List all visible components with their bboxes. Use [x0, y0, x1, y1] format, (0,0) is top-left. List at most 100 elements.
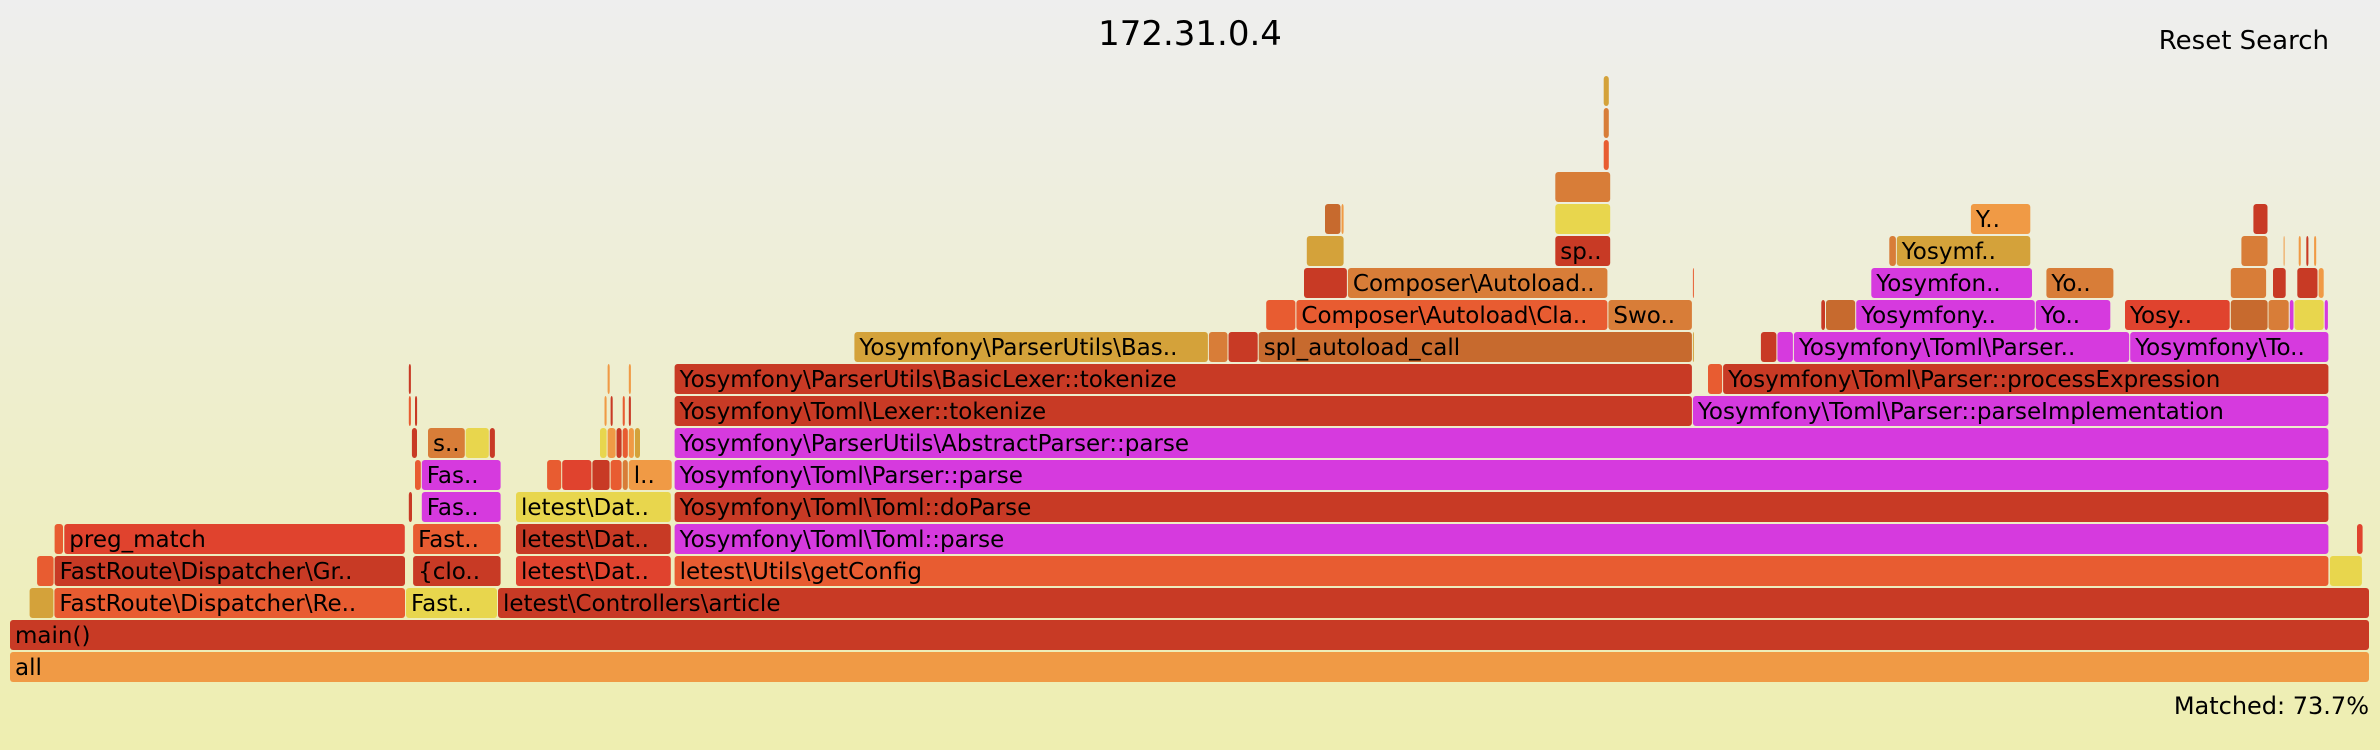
flame-frame-rect[interactable] [610, 396, 613, 426]
flame-frame[interactable]: Yosymfon.. [1871, 268, 2032, 298]
flame-frame[interactable] [54, 524, 63, 554]
flame-frame-rect[interactable] [29, 588, 54, 618]
flame-frame-rect[interactable] [1723, 364, 2329, 394]
flame-frame-rect[interactable] [674, 364, 1692, 394]
flame-frame-rect[interactable] [2357, 524, 2363, 554]
flame-frame[interactable]: FastRoute\Dispatcher\Gr.. [54, 556, 405, 586]
flame-frame-rect[interactable] [607, 428, 616, 458]
flame-frame-rect[interactable] [1325, 204, 1341, 234]
flame-frame-rect[interactable] [1208, 332, 1228, 362]
flame-frame-rect[interactable] [1777, 332, 1793, 362]
flame-frame-rect[interactable] [1555, 172, 1611, 202]
flame-frame-rect[interactable] [854, 332, 1208, 362]
flame-frame[interactable] [622, 396, 625, 426]
flame-frame[interactable]: preg_match [64, 524, 405, 554]
flame-frame[interactable] [2314, 236, 2317, 266]
flame-frame[interactable]: Yosy.. [2125, 300, 2230, 330]
flame-frame[interactable] [2318, 268, 2324, 298]
flame-frame[interactable]: Yosymfony\ParserUtils\BasicLexer::tokeni… [674, 364, 1692, 394]
flame-frame[interactable]: all [10, 652, 2369, 682]
flame-frame-rect[interactable] [413, 524, 501, 554]
flame-frame-rect[interactable] [1603, 140, 1609, 170]
flame-frame[interactable] [1341, 204, 1344, 234]
flame-frame-rect[interactable] [1692, 332, 1694, 362]
flame-frame[interactable] [465, 428, 489, 458]
flame-frame-rect[interactable] [1889, 236, 1896, 266]
flame-frame-rect[interactable] [64, 524, 405, 554]
flame-frame-rect[interactable] [516, 556, 671, 586]
flame-frame[interactable] [1555, 204, 1611, 234]
flame-frame-rect[interactable] [1603, 76, 1609, 106]
flame-frame[interactable] [607, 364, 610, 394]
flame-frame[interactable] [592, 460, 610, 490]
flame-frame-rect[interactable] [1296, 300, 1608, 330]
flame-frame[interactable]: Composer\Autoload\Cla.. [1296, 300, 1608, 330]
flame-frame-rect[interactable] [628, 428, 634, 458]
flame-frame-rect[interactable] [628, 364, 631, 394]
flame-frame[interactable] [1889, 236, 1896, 266]
flame-frame[interactable]: Yosymfony\Toml\Parser::processExpression [1723, 364, 2329, 394]
flame-frame-rect[interactable] [2314, 236, 2317, 266]
flame-frame-rect[interactable] [498, 588, 2369, 618]
flame-frame-rect[interactable] [428, 428, 465, 458]
flame-frame-rect[interactable] [54, 556, 405, 586]
flame-frame[interactable] [489, 428, 495, 458]
flame-frame-rect[interactable] [628, 396, 631, 426]
flame-frame-rect[interactable] [408, 396, 411, 426]
flame-frame[interactable]: Yosymfony\Toml\Parser::parse [674, 460, 2329, 490]
flame-frame-rect[interactable] [547, 460, 562, 490]
flame-frame-rect[interactable] [600, 428, 607, 458]
flame-frame[interactable]: letest\Dat.. [516, 524, 671, 554]
flame-frame[interactable] [610, 460, 622, 490]
flame-frame[interactable] [604, 396, 607, 426]
flame-frame[interactable] [610, 396, 613, 426]
flame-frame-rect[interactable] [604, 396, 607, 426]
flame-frame[interactable] [2268, 300, 2289, 330]
flame-frame-rect[interactable] [1347, 268, 1608, 298]
flame-frame[interactable] [622, 460, 628, 490]
flame-frame-rect[interactable] [1258, 332, 1692, 362]
flame-frame[interactable]: Yosymfony\Toml\Parser::parseImplementati… [1692, 396, 2329, 426]
flame-frame[interactable] [562, 460, 592, 490]
flame-frame-rect[interactable] [37, 556, 54, 586]
flame-frame-rect[interactable] [465, 428, 489, 458]
flame-frame-rect[interactable] [1555, 236, 1611, 266]
flame-frame[interactable] [2298, 236, 2301, 266]
flame-frame-rect[interactable] [413, 556, 501, 586]
flame-frame-rect[interactable] [1856, 300, 2035, 330]
reset-search-button[interactable]: Reset Search [2158, 26, 2329, 56]
flame-frame-rect[interactable] [408, 492, 412, 522]
flame-frame-rect[interactable] [1692, 396, 2329, 426]
flame-frame[interactable] [1603, 140, 1609, 170]
flame-frame[interactable]: FastRoute\Dispatcher\Re.. [54, 588, 406, 618]
flame-frame[interactable] [1708, 364, 1723, 394]
flame-frame[interactable] [2324, 300, 2328, 330]
flame-frame-rect[interactable] [408, 364, 411, 394]
flame-frame[interactable] [2283, 236, 2285, 266]
flame-frame[interactable] [1826, 300, 1856, 330]
flame-frame-rect[interactable] [415, 460, 421, 490]
flame-frame-rect[interactable] [2306, 236, 2309, 266]
flame-frame[interactable]: Yosymfony\Toml\Parser.. [1793, 332, 2130, 362]
flame-frame[interactable] [1692, 268, 1694, 298]
flame-frame-rect[interactable] [2230, 300, 2268, 330]
flame-frame-rect[interactable] [2241, 236, 2268, 266]
flame-frame-rect[interactable] [2046, 268, 2114, 298]
flame-frame[interactable] [607, 428, 616, 458]
flame-frame-rect[interactable] [2230, 268, 2267, 298]
flame-frame-rect[interactable] [1608, 300, 1692, 330]
flame-frame[interactable]: letest\Controllers\article [498, 588, 2369, 618]
flame-frame-rect[interactable] [622, 428, 628, 458]
flame-frame-rect[interactable] [1793, 332, 2130, 362]
flame-frame-rect[interactable] [1760, 332, 1777, 362]
flame-frame[interactable]: Fast.. [413, 524, 501, 554]
flame-frame[interactable]: Yosymfony.. [1856, 300, 2035, 330]
flame-frame[interactable] [2241, 236, 2268, 266]
flame-frame-rect[interactable] [1555, 204, 1611, 234]
flame-frame-rect[interactable] [674, 524, 2329, 554]
flame-frame-rect[interactable] [10, 652, 2369, 682]
flame-frame[interactable] [1777, 332, 1793, 362]
flame-frame[interactable] [1603, 76, 1609, 106]
flame-frame-rect[interactable] [516, 492, 671, 522]
flame-frame-rect[interactable] [2130, 332, 2329, 362]
